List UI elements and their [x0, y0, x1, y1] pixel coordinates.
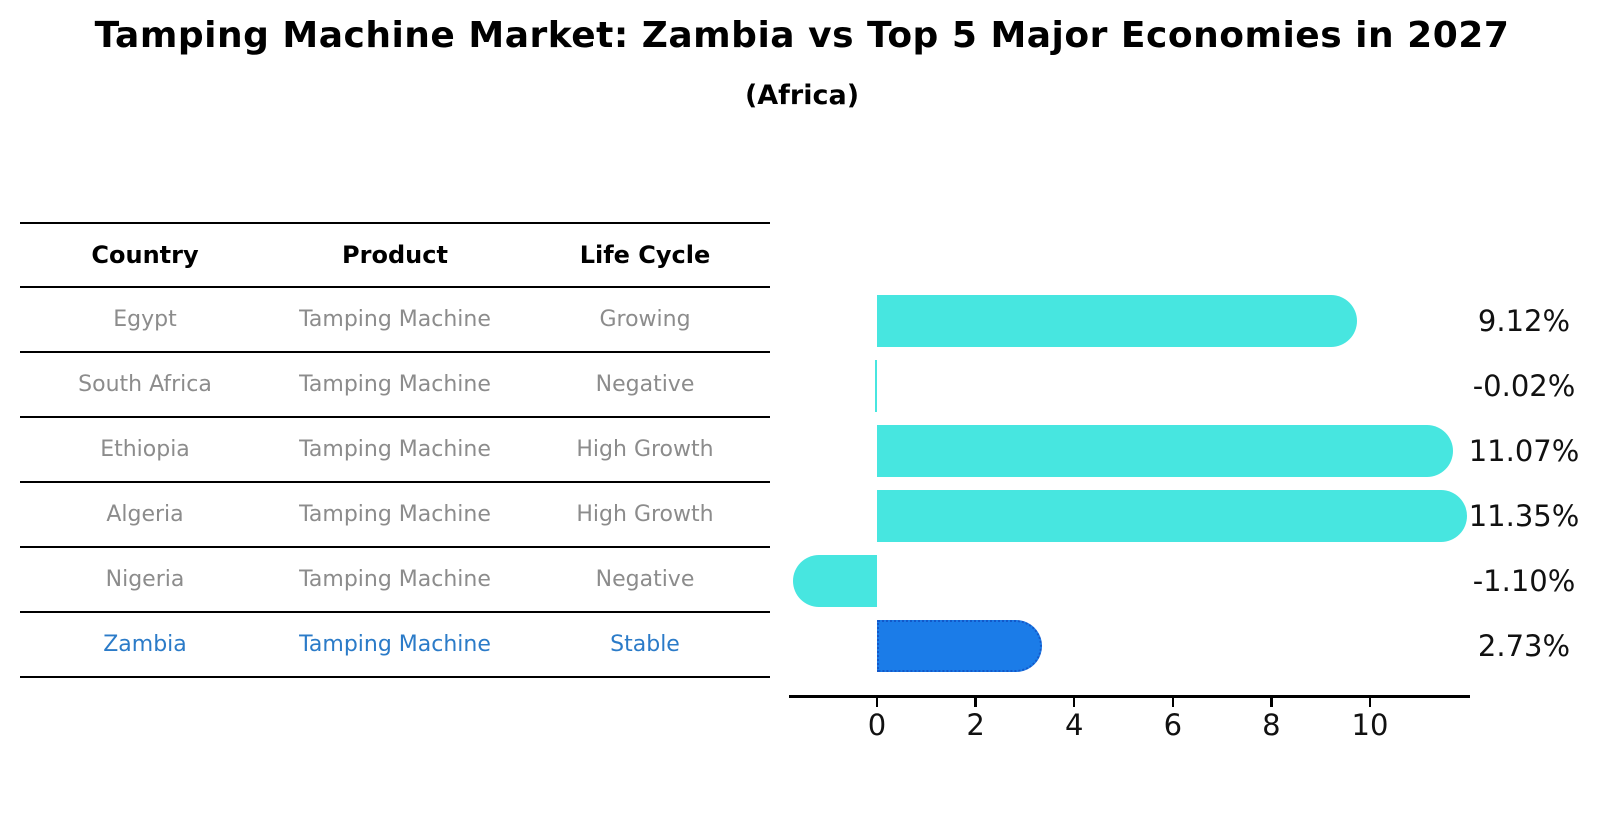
table-cell-product: Tamping Machine — [299, 437, 491, 462]
axis-tick — [1368, 698, 1372, 707]
axis-tick — [875, 698, 879, 707]
chart-subtitle: (Africa) — [744, 80, 860, 111]
value-label-algeria: 11.35% — [1468, 498, 1580, 533]
table-cell-country: Algeria — [106, 502, 184, 527]
table-body: Egypt Tamping Machine Growing South Afri… — [20, 288, 770, 678]
table-row: Zambia Tamping Machine Stable — [20, 613, 770, 678]
table-cell-product: Tamping Machine — [299, 307, 491, 332]
table-row: Algeria Tamping Machine High Growth — [20, 483, 770, 548]
column-header-life-cycle: Life Cycle — [579, 241, 711, 269]
table-cell-country: Egypt — [113, 307, 177, 332]
chart-title: Tamping Machine Market: Zambia vs Top 5 … — [94, 15, 1510, 56]
value-label-zambia: 2.73% — [1477, 628, 1571, 663]
axis-tick-label: 6 — [1163, 708, 1183, 742]
table-cell-product: Tamping Machine — [299, 502, 491, 527]
table-cell-life-cycle: High Growth — [576, 437, 714, 462]
table-cell-life-cycle: Growing — [599, 307, 691, 332]
axis-tick-label: 2 — [966, 708, 985, 742]
column-header-product: Product — [342, 241, 448, 269]
axis-tick-label: 8 — [1262, 708, 1281, 742]
table-cell-life-cycle: High Growth — [576, 502, 714, 527]
table-cell-life-cycle: Stable — [610, 632, 680, 657]
axis-tick-label: 4 — [1064, 708, 1084, 742]
table-cell-country: Ethiopia — [100, 437, 190, 462]
axis-tick — [1171, 698, 1175, 707]
table-row: Ethiopia Tamping Machine High Growth — [20, 418, 770, 483]
table-cell-country: Nigeria — [105, 567, 185, 592]
value-label-egypt: 9.12% — [1477, 303, 1571, 338]
table-cell-country: Zambia — [103, 632, 187, 657]
data-table: Country Product Life Cycle Egypt Tamping… — [20, 222, 770, 678]
axis-tick-label: 0 — [867, 708, 887, 742]
axis-tick — [1072, 698, 1076, 707]
table-row: Egypt Tamping Machine Growing — [20, 288, 770, 353]
bar-egypt — [877, 294, 1357, 347]
axis-tick-label: 10 — [1351, 708, 1389, 742]
value-label-south-africa: -0.02% — [1472, 368, 1576, 403]
x-axis-line — [789, 695, 1470, 698]
bar-ethiopia — [877, 424, 1453, 477]
table-header-row: Country Product Life Cycle — [20, 222, 770, 288]
table-cell-product: Tamping Machine — [299, 567, 491, 592]
column-header-country: Country — [91, 241, 199, 269]
table-cell-life-cycle: Negative — [595, 372, 695, 397]
bar-nigeria — [792, 554, 877, 607]
table-cell-product: Tamping Machine — [299, 372, 491, 397]
bar-zambia — [877, 619, 1042, 672]
table-cell-product: Tamping Machine — [299, 632, 491, 657]
table-cell-life-cycle: Negative — [595, 567, 695, 592]
table-row: South Africa Tamping Machine Negative — [20, 353, 770, 418]
table-row: Nigeria Tamping Machine Negative — [20, 548, 770, 613]
axis-tick — [974, 698, 977, 707]
bar-algeria — [877, 489, 1467, 542]
value-label-nigeria: -1.10% — [1472, 563, 1576, 598]
axis-tick — [1270, 698, 1273, 707]
bar-south-africa — [874, 359, 877, 412]
value-label-ethiopia: 11.07% — [1468, 433, 1580, 468]
table-cell-country: South Africa — [78, 372, 212, 397]
